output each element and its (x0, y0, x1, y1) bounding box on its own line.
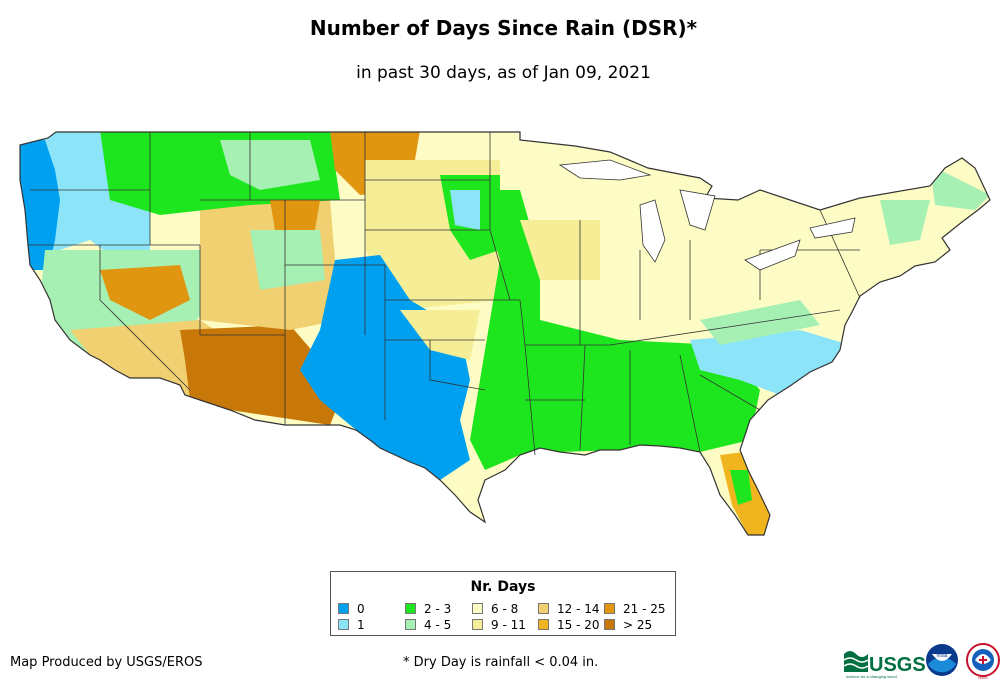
dsr-regions (20, 132, 990, 535)
region-4-5-mt (220, 140, 320, 190)
legend-label: 21 - 25 (623, 602, 666, 616)
legend-swatch (405, 619, 416, 630)
noaa-logo: noaa (926, 644, 958, 676)
legend-label: 6 - 8 (491, 602, 519, 616)
legend-swatch (472, 619, 483, 630)
legend-label: 1 (357, 618, 365, 632)
usgs-logo: USGS science for a changing world (843, 651, 926, 679)
legend-label: > 25 (623, 618, 653, 632)
legend-label: 15 - 20 (557, 618, 600, 632)
great-lakes (558, 159, 856, 271)
region-9-11-ok (400, 310, 480, 360)
legend-item-0: 0 (338, 603, 365, 615)
legend-label: 12 - 14 (557, 602, 600, 616)
region-0-coast (20, 140, 60, 270)
usgs-tagline: science for a changing world (846, 674, 897, 679)
legend-swatch (405, 603, 416, 614)
legend-item-over-25: > 25 (604, 619, 652, 631)
map-title: Number of Days Since Rain (DSR)* (309, 16, 698, 40)
legend-item-21-25: 21 - 25 (604, 603, 666, 615)
legend-swatch (538, 619, 549, 630)
legend-label: 0 (357, 602, 365, 616)
legend-label: 9 - 11 (491, 618, 526, 632)
legend-item-4-5: 4 - 5 (405, 619, 451, 631)
legend-item-1: 1 (338, 619, 365, 631)
region-4-5-me (930, 165, 990, 210)
state-borders (19, 131, 991, 536)
region-21-25-nv (100, 265, 190, 320)
legend-swatch (338, 619, 349, 630)
legend-item-2-3: 2 - 3 (405, 603, 451, 615)
legend-swatch (604, 603, 615, 614)
nws-logo: NWS (966, 643, 1000, 680)
footnote: * Dry Day is rainfall < 0.04 in. (403, 655, 599, 670)
usgs-wordmark: USGS (869, 654, 926, 676)
legend-item-12-14: 12 - 14 (538, 603, 600, 615)
dsr-map (19, 131, 991, 536)
legend-item-15-20: 15 - 20 (538, 619, 600, 631)
legend: Nr. Days 0 1 2 - 3 4 - 5 6 - 8 9 - 11 12… (330, 571, 676, 636)
legend-swatch (338, 603, 349, 614)
legend-item-6-8: 6 - 8 (472, 603, 518, 615)
noaa-wordmark: noaa (936, 653, 947, 659)
legend-swatch (538, 603, 549, 614)
legend-swatch (604, 619, 615, 630)
legend-item-9-11: 9 - 11 (472, 619, 526, 631)
legend-title: Nr. Days (470, 579, 536, 595)
region-1-mn (450, 190, 480, 230)
agency-logos: USGS science for a changing world noaa N… (843, 643, 1000, 680)
region-2-3-fl (730, 470, 752, 505)
legend-label: 4 - 5 (424, 618, 452, 632)
map-subtitle: in past 30 days, as of Jan 09, 2021 (356, 63, 651, 83)
map-credit: Map Produced by USGS/EROS (10, 655, 203, 670)
region-4-5-ne (880, 200, 930, 245)
legend-swatch (472, 603, 483, 614)
nws-wordmark: NWS (978, 675, 988, 680)
region-4-5-co (250, 230, 325, 290)
region-21-25-wy (270, 200, 320, 230)
legend-label: 2 - 3 (424, 602, 452, 616)
region-over-25-az (180, 325, 340, 425)
